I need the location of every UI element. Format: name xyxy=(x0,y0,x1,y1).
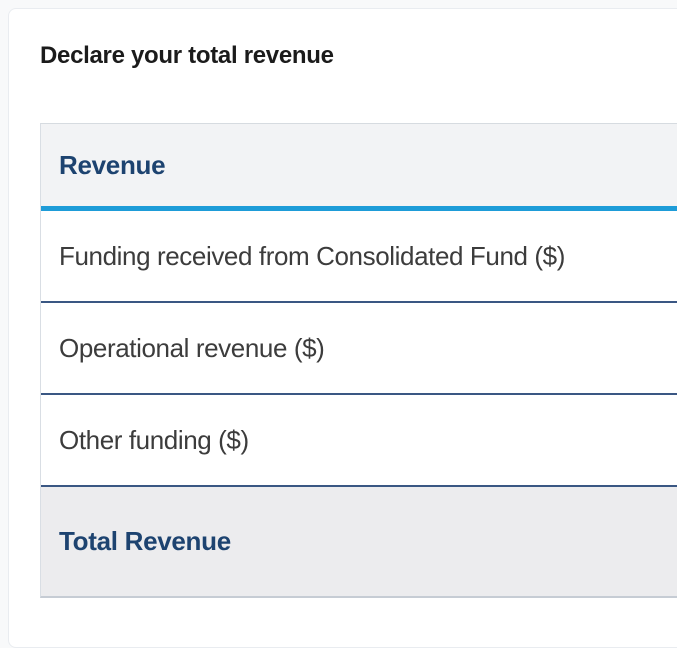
row-label-operational-revenue: Operational revenue ($) xyxy=(59,332,325,363)
total-revenue-row: Total Revenue xyxy=(41,487,677,596)
form-card: Declare your total revenue Revenue Fundi… xyxy=(8,8,677,648)
revenue-table: Revenue Funding received from Consolidat… xyxy=(40,123,677,598)
table-row: Operational revenue ($) xyxy=(41,303,677,395)
page-title: Declare your total revenue xyxy=(40,42,334,69)
table-row: Funding received from Consolidated Fund … xyxy=(41,211,677,303)
row-label-other-funding: Other funding ($) xyxy=(59,424,249,455)
table-header-row: Revenue xyxy=(41,124,677,211)
revenue-column-header: Revenue xyxy=(59,149,166,180)
table-row: Other funding ($) xyxy=(41,395,677,487)
row-label-funding-consolidated-fund: Funding received from Consolidated Fund … xyxy=(59,240,565,271)
total-revenue-label: Total Revenue xyxy=(59,526,231,556)
